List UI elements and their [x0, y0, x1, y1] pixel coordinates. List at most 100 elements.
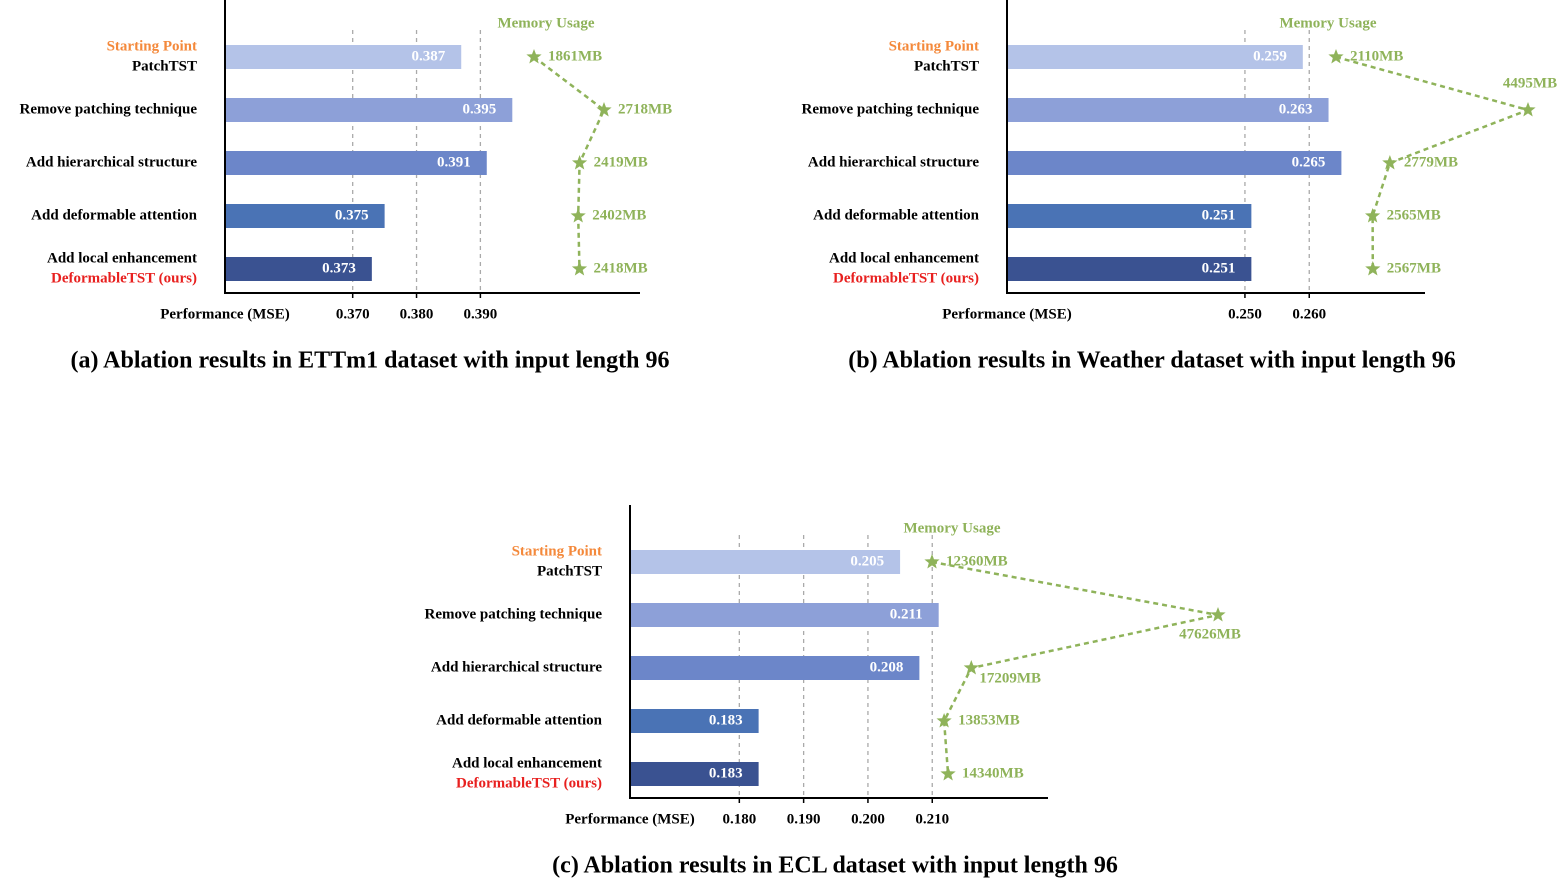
- memory-star: [526, 49, 542, 64]
- caption: (c) Ablation results in ECL dataset with…: [552, 853, 1118, 879]
- bar-label: 0.208: [870, 659, 904, 675]
- bar: [630, 656, 920, 680]
- memory-label: 1861MB: [548, 48, 602, 64]
- memory-star: [940, 766, 956, 781]
- memory-star: [1365, 208, 1381, 223]
- bar-label: 0.211: [890, 606, 923, 622]
- bar: [1007, 151, 1342, 175]
- bar-label: 0.395: [463, 101, 497, 117]
- memory-star: [1328, 49, 1344, 64]
- x-tick-label: 0.390: [464, 306, 498, 322]
- x-tick-label: 0.370: [336, 306, 370, 322]
- x-tick-label: 0.260: [1292, 306, 1326, 322]
- memory-label: 47626MB: [1179, 626, 1241, 642]
- memory-star: [1210, 607, 1226, 622]
- bar-label: 0.183: [709, 765, 743, 781]
- memory-label: 2418MB: [593, 260, 647, 276]
- ours-label: DeformableTST (ours): [456, 775, 602, 791]
- caption: (a) Ablation results in ETTm1 dataset wi…: [71, 348, 670, 374]
- bar-label: 0.387: [411, 48, 445, 64]
- memory-star: [570, 208, 586, 223]
- category-label: Remove patching technique: [20, 101, 198, 117]
- ours-label: DeformableTST (ours): [833, 270, 979, 286]
- bar: [1007, 98, 1329, 122]
- memory-label: 2779MB: [1404, 154, 1458, 170]
- bar-label: 0.205: [850, 553, 884, 569]
- memory-star: [572, 155, 588, 170]
- memory-star: [1520, 102, 1536, 117]
- bar-label: 0.263: [1279, 101, 1313, 117]
- memory-star: [1365, 261, 1381, 276]
- category-label: Add deformable attention: [813, 207, 979, 223]
- bar: [225, 151, 487, 175]
- x-tick-label: 0.200: [851, 811, 885, 827]
- memory-label: 2718MB: [618, 101, 672, 117]
- category-label: Remove patching technique: [802, 101, 980, 117]
- start-label: Starting Point: [107, 38, 197, 54]
- bar: [225, 98, 513, 122]
- category-label: Add hierarchical structure: [26, 154, 197, 170]
- x-tick-label: 0.380: [400, 306, 434, 322]
- caption: (b) Ablation results in Weather dataset …: [848, 348, 1455, 374]
- bar-label: 0.183: [709, 712, 743, 728]
- category-label: PatchTST: [537, 563, 602, 579]
- memory-star: [1382, 155, 1398, 170]
- memory-label: 2567MB: [1387, 260, 1441, 276]
- category-label: PatchTST: [132, 58, 197, 74]
- category-label: Add local enhancement: [47, 250, 197, 266]
- memory-star: [596, 102, 612, 117]
- bar: [225, 45, 462, 69]
- memory-label: 17209MB: [979, 670, 1041, 686]
- memory-label: 2110MB: [1350, 48, 1403, 64]
- bar-label: 0.375: [335, 207, 369, 223]
- x-tick-label: 0.210: [915, 811, 949, 827]
- bar-label: 0.265: [1292, 154, 1326, 170]
- category-label: Remove patching technique: [425, 606, 603, 622]
- category-label: Add hierarchical structure: [808, 154, 979, 170]
- category-label: Add local enhancement: [829, 250, 979, 266]
- bar-label: 0.251: [1202, 207, 1236, 223]
- category-label: Add deformable attention: [436, 712, 602, 728]
- bar: [630, 762, 759, 786]
- bar: [225, 204, 385, 228]
- memory-star: [963, 660, 979, 675]
- start-label: Starting Point: [889, 38, 979, 54]
- start-label: Starting Point: [512, 543, 602, 559]
- x-tick-label: 0.250: [1228, 306, 1262, 322]
- ours-label: DeformableTST (ours): [51, 270, 197, 286]
- bar-label: 0.373: [322, 260, 356, 276]
- memory-star: [571, 261, 588, 276]
- x-axis-label: Performance (MSE): [565, 811, 695, 827]
- category-label: Add deformable attention: [31, 207, 197, 223]
- x-tick-label: 0.190: [787, 811, 821, 827]
- memory-label: 2419MB: [594, 154, 648, 170]
- memory-label: 4495MB: [1503, 75, 1557, 91]
- bar-label: 0.259: [1253, 48, 1287, 64]
- memory-title: Memory Usage: [903, 520, 1000, 536]
- bar: [1007, 257, 1252, 281]
- bar-label: 0.391: [437, 154, 471, 170]
- bar: [630, 709, 759, 733]
- category-label: Add local enhancement: [452, 755, 602, 771]
- memory-label: 14340MB: [962, 765, 1024, 781]
- bar-label: 0.251: [1202, 260, 1236, 276]
- memory-star: [936, 713, 952, 728]
- memory-star: [924, 554, 940, 569]
- bar: [1007, 45, 1303, 69]
- category-label: Add hierarchical structure: [431, 659, 602, 675]
- bar: [630, 550, 901, 574]
- memory-label: 12360MB: [946, 553, 1008, 569]
- x-tick-label: 0.180: [722, 811, 756, 827]
- memory-label: 2565MB: [1387, 207, 1441, 223]
- category-label: PatchTST: [914, 58, 979, 74]
- bar: [225, 257, 372, 281]
- memory-title: Memory Usage: [497, 15, 594, 31]
- x-axis-label: Performance (MSE): [160, 306, 290, 322]
- memory-label: 2402MB: [592, 207, 646, 223]
- memory-label: 13853MB: [958, 712, 1020, 728]
- x-axis-label: Performance (MSE): [942, 306, 1072, 322]
- bar: [630, 603, 939, 627]
- memory-title: Memory Usage: [1279, 15, 1376, 31]
- bar: [1007, 204, 1252, 228]
